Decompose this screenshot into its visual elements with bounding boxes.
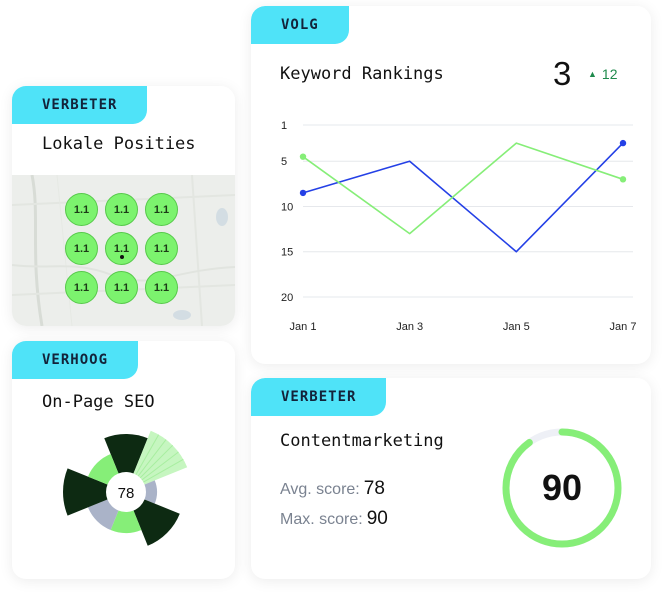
map-pin[interactable]: 1.1 bbox=[105, 271, 138, 304]
local-positions-card: VERBETER Lokale Posities 1.1 1.1 1.1 1.1 1.1… bbox=[12, 86, 235, 326]
seo-score-center bbox=[106, 472, 146, 512]
onpage-seo-tag: VERHOOG bbox=[12, 341, 139, 379]
onpage-seo-polar-chart: 78 bbox=[63, 430, 188, 546]
content-score-ring: 90 bbox=[502, 428, 622, 548]
map-pin[interactable]: 1.1 bbox=[105, 232, 138, 265]
location-dot-icon bbox=[120, 255, 124, 259]
seo-score: 78 bbox=[118, 485, 135, 502]
content-marketing-tag: VERBETER bbox=[251, 378, 387, 416]
seo-segment bbox=[63, 468, 126, 516]
max-score-row: Max. score: 90 bbox=[280, 508, 388, 530]
keyword-rankings-title: Keyword Rankings bbox=[280, 64, 444, 84]
onpage-seo-title: On-Page SEO bbox=[42, 392, 155, 412]
series-line-2 bbox=[302, 142, 624, 235]
seo-segment bbox=[110, 492, 142, 533]
map-pin[interactable]: 1.1 bbox=[65, 271, 98, 304]
x-tick-label: Jan 1 bbox=[290, 321, 317, 333]
avg-score-value: 78 bbox=[363, 478, 385, 499]
x-tick-label: Jan 3 bbox=[396, 321, 423, 333]
map-pin[interactable]: 1.1 bbox=[65, 232, 98, 265]
seo-segment bbox=[104, 434, 148, 492]
avg-score-row: Avg. score: 78 bbox=[280, 478, 385, 500]
max-score-value: 90 bbox=[366, 508, 388, 529]
x-tick-label: Jan 7 bbox=[610, 321, 637, 333]
ring-value: 90 bbox=[542, 467, 582, 508]
avg-score-label: Avg. score: bbox=[280, 481, 360, 498]
max-score-label: Max. score: bbox=[280, 511, 363, 528]
current-rank: 3 bbox=[553, 55, 572, 92]
local-positions-tag: VERBETER bbox=[12, 86, 148, 124]
map-pin[interactable]: 1.1 bbox=[145, 193, 178, 226]
rank-change: ▲ 12 bbox=[588, 66, 618, 82]
x-tick-label: Jan 5 bbox=[503, 321, 530, 333]
content-marketing-card: VERBETER Contentmarketing Avg. score: 78 … bbox=[251, 378, 651, 579]
y-tick-label: 10 bbox=[281, 201, 293, 213]
keyword-rankings-tag: VOLG bbox=[251, 6, 349, 44]
y-tick-label: 5 bbox=[281, 156, 287, 168]
series-point[interactable] bbox=[619, 139, 627, 147]
local-positions-title: Lokale Posities bbox=[42, 134, 196, 154]
map-pin[interactable]: 1.1 bbox=[65, 193, 98, 226]
ring-fill bbox=[502, 428, 622, 548]
y-tick-label: 1 bbox=[281, 120, 287, 132]
series-point[interactable] bbox=[299, 153, 307, 160]
content-marketing-title: Contentmarketing bbox=[280, 431, 444, 451]
map-pin[interactable]: 1.1 bbox=[145, 232, 178, 265]
y-tick-label: 20 bbox=[281, 292, 293, 304]
local-map[interactable]: 1.1 1.1 1.1 1.1 1.1 1.1 1.1 1.1 1.1 bbox=[12, 175, 235, 326]
up-arrow-icon: ▲ bbox=[588, 69, 597, 79]
series-line-1 bbox=[302, 142, 624, 253]
rank-change-value: 12 bbox=[601, 66, 618, 82]
series-point[interactable] bbox=[299, 189, 307, 197]
onpage-seo-card: VERHOOG On-Page SEO 78 bbox=[12, 341, 235, 579]
map-pin[interactable]: 1.1 bbox=[145, 271, 178, 304]
y-tick-label: 15 bbox=[281, 247, 293, 259]
keyword-rankings-card: VOLG Keyword Rankings 3 ▲ 12 1 5 10 15 20 Jan … bbox=[251, 6, 651, 364]
map-pin[interactable]: 1.1 bbox=[105, 193, 138, 226]
series-point[interactable] bbox=[619, 176, 627, 183]
